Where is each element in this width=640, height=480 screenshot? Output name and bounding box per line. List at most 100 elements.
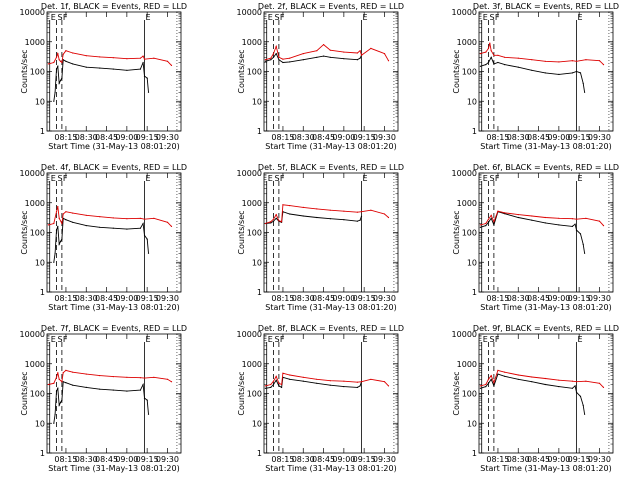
x-tick-label: 09:00 — [547, 133, 570, 142]
events-data-point — [272, 383, 275, 386]
lld-data-point — [53, 382, 55, 384]
events-data-point — [302, 59, 304, 61]
panel-title: Det. 4f, BLACK = Events, RED = LLD — [41, 163, 187, 172]
events-data-point — [302, 380, 304, 382]
events-data-point — [282, 61, 284, 64]
lld-data-point — [275, 45, 277, 48]
x-tick-label: 08:45 — [527, 455, 550, 464]
events-data-point — [485, 64, 487, 66]
lld-data-point — [61, 381, 63, 383]
lld-data-point — [504, 212, 506, 214]
events-data-point — [544, 222, 546, 224]
events-data-point — [147, 252, 150, 254]
x-axis-label: Start Time (31-May-13 08:01:20) — [265, 464, 396, 473]
lld-data-point — [126, 376, 128, 378]
events-data-point — [281, 386, 283, 388]
y-tick-label: 10000 — [237, 8, 262, 17]
x-tick-label: 08:30 — [507, 455, 530, 464]
lld-data-point — [47, 63, 50, 65]
lld-data-point — [272, 218, 275, 220]
lld-data-point — [493, 382, 495, 384]
lld-data-point — [281, 383, 283, 386]
x-tick-label: 09:00 — [115, 294, 138, 303]
lld-data-point — [99, 56, 101, 58]
events-data-point — [65, 60, 67, 62]
lld-series-line — [48, 50, 172, 66]
x-tick-label: 08:45 — [312, 133, 335, 142]
events-data-point — [490, 217, 492, 219]
events-data-point — [356, 220, 358, 222]
events-data-point — [487, 221, 490, 223]
x-tick-label: 09:30 — [373, 133, 396, 142]
marker-label: S — [489, 13, 494, 22]
detector-panel: Det. 3f, BLACK = Events, RED = LLD 1 10 100… — [452, 2, 620, 151]
plot-frame — [46, 11, 182, 132]
events-data-point — [497, 373, 499, 375]
events-data-point — [62, 381, 64, 383]
x-tick-label: 08:15 — [271, 455, 294, 464]
y-tick-label: 100 — [462, 68, 477, 77]
events-data-point — [485, 225, 487, 227]
x-tick-label: 09:30 — [156, 294, 179, 303]
lld-data-point — [112, 217, 114, 219]
lld-data-point — [504, 371, 506, 373]
lld-data-point — [316, 378, 318, 380]
marker-label: E — [51, 174, 56, 183]
lld-data-point — [485, 383, 487, 386]
panel-title: Det. 6f, BLACK = Events, RED = LLD — [473, 163, 619, 172]
y-tick-label: 10000 — [237, 330, 262, 339]
events-data-point — [582, 404, 584, 406]
lld-data-point — [65, 211, 67, 213]
marker-label: E — [483, 13, 488, 22]
events-data-point — [579, 233, 582, 235]
events-data-point — [57, 65, 59, 67]
events-data-point — [575, 70, 578, 73]
lld-data-point — [329, 209, 331, 211]
x-axis-label: Start Time (31-May-13 08:01:20) — [48, 464, 179, 473]
y-tick-label: 10 — [467, 97, 477, 106]
lld-data-point — [264, 385, 266, 387]
x-tick-label: 08:15 — [271, 133, 294, 142]
events-data-point — [272, 56, 275, 58]
x-tick-label: 08:15 — [54, 455, 77, 464]
lld-data-point — [575, 60, 578, 62]
events-data-point — [490, 56, 492, 58]
marker-label: E — [268, 335, 273, 344]
events-data-point — [504, 64, 506, 66]
events-data-point — [359, 57, 361, 59]
plot-frame — [263, 333, 399, 454]
lld-data-point — [62, 53, 64, 55]
lld-data-point — [575, 381, 578, 383]
y-axis-label: Counts/sec — [237, 371, 246, 415]
y-tick-label: 10000 — [452, 8, 477, 17]
lld-data-point — [585, 380, 587, 382]
x-tick-label: 09:30 — [156, 455, 179, 464]
x-axis-label: Start Time (31-May-13 08:01:20) — [48, 303, 179, 312]
events-data-point — [59, 79, 62, 82]
plot-frame — [478, 11, 614, 132]
lld-data-point — [282, 372, 284, 374]
lld-data-point — [602, 386, 605, 388]
lld-data-point — [139, 57, 141, 59]
lld-data-point — [323, 44, 325, 46]
events-data-point — [558, 386, 560, 388]
events-data-point — [275, 379, 277, 381]
events-data-point — [54, 413, 56, 415]
x-tick-label: 08:30 — [292, 133, 315, 142]
y-tick-label: 1000 — [25, 199, 45, 208]
lld-data-point — [531, 376, 533, 378]
lld-data-point — [316, 208, 318, 210]
lld-data-point — [302, 376, 304, 378]
x-tick-label: 09:00 — [332, 133, 355, 142]
marker-label: E — [577, 335, 582, 344]
x-tick-label: 09:30 — [373, 294, 396, 303]
events-data-point — [72, 221, 74, 223]
y-tick-label: 1000 — [457, 38, 477, 47]
events-data-point — [53, 100, 55, 102]
lld-data-point — [166, 378, 169, 380]
lld-data-point — [575, 218, 578, 220]
y-tick-label: 100 — [247, 68, 262, 77]
x-axis-label: Start Time (31-May-13 08:01:20) — [480, 142, 611, 151]
events-data-point — [289, 61, 291, 63]
events-data-point — [479, 65, 481, 67]
